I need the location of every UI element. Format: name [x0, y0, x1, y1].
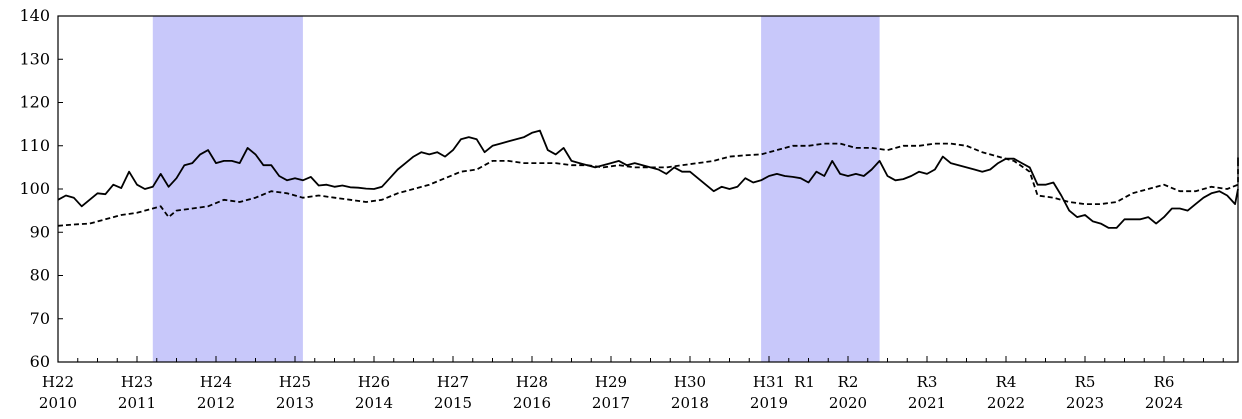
- y-tick-label: 140: [19, 6, 50, 25]
- x-year-label: 2016: [513, 394, 551, 412]
- shaded-period-1: [152, 16, 303, 362]
- x-year-label: 2011: [118, 394, 156, 412]
- x-era-label: H25: [279, 373, 311, 391]
- series-line-2-dashed: [57, 142, 1239, 227]
- series-lines: [57, 129, 1239, 229]
- x-year-label: 2023: [1066, 394, 1104, 412]
- x-era-label: H28: [516, 373, 548, 391]
- x-axis: H22 2010 H23 2011 H24 2012 H25 2013 H26 2014 H27 20…: [39, 356, 1224, 412]
- x-era-label: H22: [42, 373, 74, 391]
- x-era-label: R2: [838, 373, 859, 391]
- x-year-label: 2021: [908, 394, 946, 412]
- x-year-label: 2024: [1145, 394, 1183, 412]
- x-era-label: H26: [358, 373, 390, 391]
- y-tick-label: 60: [30, 352, 50, 371]
- series-line-1-solid: [57, 129, 1239, 229]
- x-era-label: R1: [794, 373, 815, 391]
- x-year-label: 2018: [671, 394, 709, 412]
- x-year-label: 2012: [197, 394, 235, 412]
- x-era-label: H31: [753, 373, 785, 391]
- y-tick-label: 120: [19, 93, 50, 112]
- y-tick-label: 100: [19, 179, 50, 198]
- x-era-label: R5: [1075, 373, 1096, 391]
- x-year-label: 2014: [355, 394, 393, 412]
- x-year-label: 2017: [592, 394, 630, 412]
- x-year-label: 2020: [829, 394, 867, 412]
- x-era-label: H24: [200, 373, 232, 391]
- x-era-label: H30: [674, 373, 706, 391]
- y-tick-label: 70: [30, 309, 50, 328]
- x-era-label: H27: [437, 373, 469, 391]
- x-era-label: H23: [121, 373, 153, 391]
- y-axis: 60 70 80 90 100 110 120 130 140: [19, 6, 63, 371]
- x-era-label: R6: [1154, 373, 1175, 391]
- x-year-label: 2015: [434, 394, 472, 412]
- y-tick-label: 90: [30, 222, 50, 241]
- shaded-period-2: [761, 16, 880, 362]
- x-era-label: H29: [595, 373, 627, 391]
- y-tick-label: 110: [19, 136, 50, 155]
- x-era-label: R3: [917, 373, 938, 391]
- x-year-label: 2010: [39, 394, 77, 412]
- x-era-label: R4: [996, 373, 1017, 391]
- shaded-periods: [152, 16, 880, 362]
- x-year-label: 2019: [750, 394, 788, 412]
- y-tick-label: 130: [19, 49, 50, 68]
- x-year-label: 2013: [276, 394, 314, 412]
- y-tick-label: 80: [30, 266, 50, 285]
- x-year-label: 2022: [987, 394, 1025, 412]
